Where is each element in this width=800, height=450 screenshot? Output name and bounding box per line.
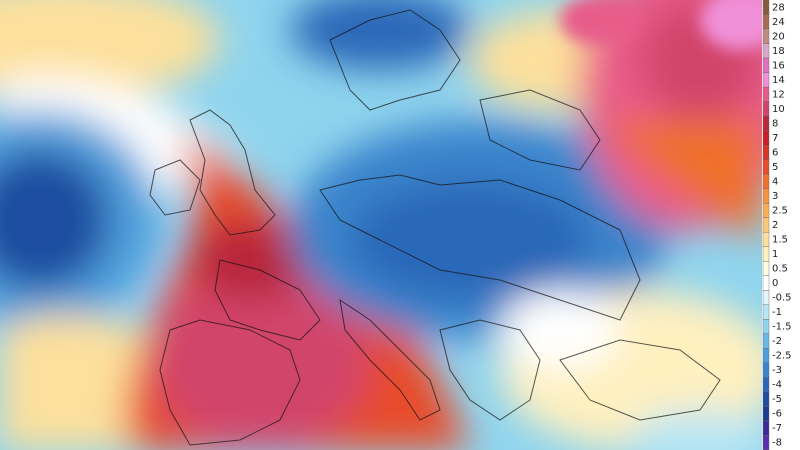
legend-swatch	[762, 101, 770, 117]
legend-swatch	[762, 0, 770, 15]
legend-label: 0	[772, 278, 778, 289]
legend-label: -1.5	[772, 322, 792, 333]
legend-label: 7	[772, 133, 778, 144]
legend-swatch	[762, 362, 770, 378]
legend-swatch	[762, 406, 770, 422]
legend-label: 28	[772, 2, 785, 13]
legend-label: 24	[772, 17, 785, 28]
legend-label: -7	[772, 423, 782, 434]
legend-label: 5	[772, 162, 778, 173]
legend-swatch	[762, 203, 770, 218]
legend-swatch	[762, 261, 770, 277]
legend-swatch	[762, 173, 770, 189]
legend-label: 8	[772, 118, 778, 129]
legend-swatch	[762, 14, 770, 30]
legend-swatch	[762, 348, 770, 364]
legend-swatch	[762, 144, 770, 160]
legend-label: -2.5	[772, 351, 792, 362]
coastlines	[149, 9, 721, 446]
legend-label: 20	[772, 31, 785, 42]
legend-label: -0.5	[772, 293, 792, 304]
legend-swatch	[762, 217, 770, 233]
legend-label: 3	[772, 191, 778, 202]
legend-swatch	[762, 86, 770, 102]
legend-swatch	[762, 377, 770, 393]
legend-label: 14	[772, 75, 785, 86]
legend-label: -2	[772, 336, 782, 347]
legend-label: 4	[772, 176, 778, 187]
legend-swatch	[762, 43, 770, 59]
color-legend: 28 24 20 18 16 14 12 10 8 7 6 5 4 3 2.5 2 1.5 1 0.5 0 -0.5 -1…	[762, 0, 800, 450]
legend-label: 2	[772, 220, 778, 231]
legend-label: 6	[772, 147, 778, 158]
legend-swatch	[762, 290, 770, 306]
legend-swatch	[762, 319, 770, 335]
legend-label: -3	[772, 365, 782, 376]
legend-swatch	[762, 232, 770, 247]
legend-label: 1.5	[772, 235, 788, 246]
legend-label: -5	[772, 394, 782, 405]
legend-swatch	[762, 28, 770, 44]
legend-swatch	[762, 72, 770, 88]
legend-label: -6	[772, 409, 782, 420]
legend-swatch	[762, 246, 770, 262]
legend-label: 18	[772, 46, 785, 57]
legend-label: 12	[772, 89, 785, 100]
legend-label: 16	[772, 60, 785, 71]
legend-swatch	[762, 391, 770, 407]
legend-swatch	[762, 57, 770, 73]
legend-label: -1	[772, 307, 782, 318]
legend-swatch	[762, 420, 770, 436]
legend-swatch	[762, 333, 770, 349]
legend-swatch	[762, 130, 770, 146]
legend-label: 2.5	[772, 205, 788, 216]
legend-swatch	[762, 188, 770, 204]
legend-label: 1	[772, 249, 778, 260]
legend-swatch	[762, 159, 770, 175]
legend-swatch	[762, 304, 770, 320]
legend-label: -8	[772, 438, 782, 449]
legend-swatch	[762, 435, 770, 450]
legend-label: 0.5	[772, 264, 788, 275]
legend-swatch	[762, 275, 770, 291]
legend-label: 10	[772, 104, 785, 115]
legend-label: -4	[772, 380, 782, 391]
legend-swatch	[762, 115, 770, 131]
